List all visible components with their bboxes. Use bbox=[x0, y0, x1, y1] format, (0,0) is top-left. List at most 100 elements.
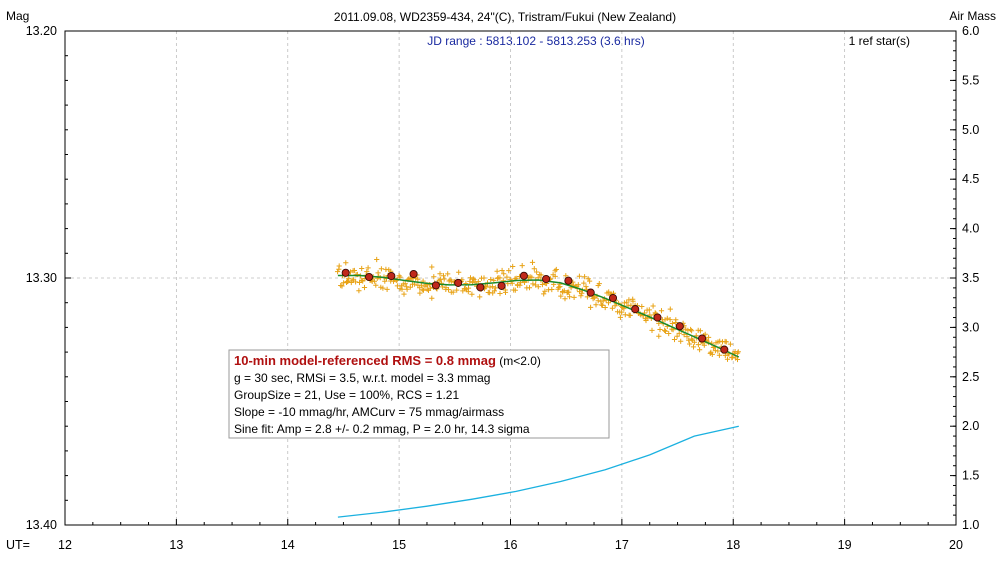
raw-point bbox=[506, 268, 512, 274]
raw-point bbox=[643, 317, 649, 324]
binned-point bbox=[698, 334, 707, 343]
binned-point bbox=[409, 269, 418, 279]
raw-point bbox=[687, 341, 693, 347]
y-tick-label: 13.40 bbox=[26, 518, 57, 532]
raw-point bbox=[669, 320, 675, 327]
stats-line-sine: Sine fit: Amp = 2.8 +/- 0.2 mmag, P = 2.… bbox=[234, 422, 530, 436]
y2-axis-label: Air Mass bbox=[949, 9, 996, 23]
raw-point bbox=[530, 281, 536, 287]
binned-point bbox=[653, 313, 662, 322]
x-tick-label: 13 bbox=[169, 538, 183, 552]
raw-point bbox=[538, 272, 544, 278]
stats-rms-main: 10-min model-referenced RMS = 0.8 mmag bbox=[234, 353, 496, 368]
raw-point bbox=[674, 333, 680, 339]
raw-point bbox=[684, 334, 690, 340]
raw-point bbox=[501, 271, 507, 277]
ref-stars-label: 1 ref star(s) bbox=[849, 34, 910, 48]
raw-point bbox=[621, 300, 627, 306]
raw-point bbox=[336, 263, 342, 269]
raw-point bbox=[348, 279, 354, 286]
raw-point bbox=[364, 269, 370, 275]
raw-point bbox=[429, 264, 435, 270]
raw-point bbox=[609, 305, 615, 311]
raw-point bbox=[701, 342, 707, 348]
x-tick-label: 19 bbox=[838, 538, 852, 552]
raw-point bbox=[375, 270, 381, 276]
raw-point bbox=[584, 294, 590, 300]
raw-point bbox=[418, 282, 424, 288]
raw-point bbox=[517, 282, 523, 288]
raw-point bbox=[526, 285, 533, 291]
raw-point bbox=[662, 328, 669, 334]
raw-point bbox=[583, 284, 589, 290]
raw-point bbox=[690, 344, 697, 350]
raw-point bbox=[552, 273, 558, 279]
raw-point bbox=[454, 287, 460, 293]
raw-point bbox=[497, 275, 503, 281]
raw-point bbox=[542, 288, 548, 294]
raw-point bbox=[441, 276, 447, 282]
raw-point bbox=[581, 280, 587, 286]
y2-tick-label: 4.0 bbox=[962, 222, 979, 236]
raw-point bbox=[671, 336, 678, 343]
raw-point bbox=[467, 278, 473, 284]
raw-point bbox=[563, 273, 569, 279]
binned-point bbox=[497, 281, 506, 290]
raw-point bbox=[656, 333, 662, 339]
raw-point bbox=[374, 256, 380, 263]
axis-ticks: 12 13 14 15 16 17 18 19 20 13.20 13.30 13.40 1.0 1.5 2… bbox=[26, 24, 980, 552]
stats-line-group: GroupSize = 21, Use = 100%, RCS = 1.21 bbox=[234, 388, 459, 402]
raw-point bbox=[576, 273, 582, 279]
raw-point bbox=[343, 260, 349, 266]
raw-point bbox=[427, 285, 433, 291]
raw-point bbox=[465, 285, 472, 291]
raw-point bbox=[489, 284, 495, 290]
binned-point bbox=[431, 281, 440, 290]
raw-point bbox=[407, 284, 413, 290]
raw-points-series bbox=[335, 256, 741, 363]
raw-point bbox=[596, 281, 602, 287]
raw-point bbox=[519, 263, 525, 269]
y2-tick-label: 5.0 bbox=[962, 123, 979, 137]
raw-point bbox=[353, 279, 359, 285]
raw-point bbox=[619, 309, 625, 315]
raw-point bbox=[488, 276, 494, 283]
raw-point bbox=[359, 265, 365, 272]
raw-point bbox=[415, 276, 421, 282]
binned-point bbox=[341, 268, 350, 277]
raw-point bbox=[579, 290, 585, 296]
binned-point bbox=[631, 305, 640, 314]
raw-point bbox=[497, 290, 503, 297]
raw-point bbox=[695, 342, 701, 348]
binned-point bbox=[387, 271, 396, 281]
binned-points-series bbox=[341, 268, 729, 354]
binned-point bbox=[608, 293, 618, 303]
raw-point bbox=[512, 287, 518, 293]
raw-point bbox=[365, 265, 371, 271]
raw-point bbox=[667, 306, 673, 312]
raw-point bbox=[351, 267, 357, 274]
raw-point bbox=[491, 288, 497, 294]
raw-point bbox=[724, 356, 731, 362]
stats-line-rms: 10-min model-referenced RMS = 0.8 mmag (… bbox=[234, 353, 541, 368]
raw-point bbox=[539, 281, 545, 288]
y-tick-label: 13.30 bbox=[26, 271, 57, 285]
raw-point bbox=[529, 259, 536, 265]
raw-point bbox=[662, 327, 668, 333]
raw-point bbox=[445, 287, 452, 293]
raw-point bbox=[534, 269, 540, 275]
raw-point bbox=[417, 290, 423, 296]
raw-point bbox=[735, 349, 741, 355]
stats-line-slope: Slope = -10 mmag/hr, AMCurv = 75 mmag/ai… bbox=[234, 405, 504, 419]
model-line bbox=[337, 274, 740, 358]
raw-point bbox=[467, 275, 474, 281]
raw-point bbox=[359, 277, 365, 283]
x-tick-label: 18 bbox=[726, 538, 740, 552]
raw-point bbox=[626, 297, 632, 303]
raw-point bbox=[499, 267, 505, 274]
raw-point bbox=[380, 285, 386, 291]
raw-point bbox=[401, 291, 407, 297]
raw-point bbox=[384, 286, 390, 292]
raw-point bbox=[402, 281, 408, 287]
raw-point bbox=[429, 295, 435, 301]
